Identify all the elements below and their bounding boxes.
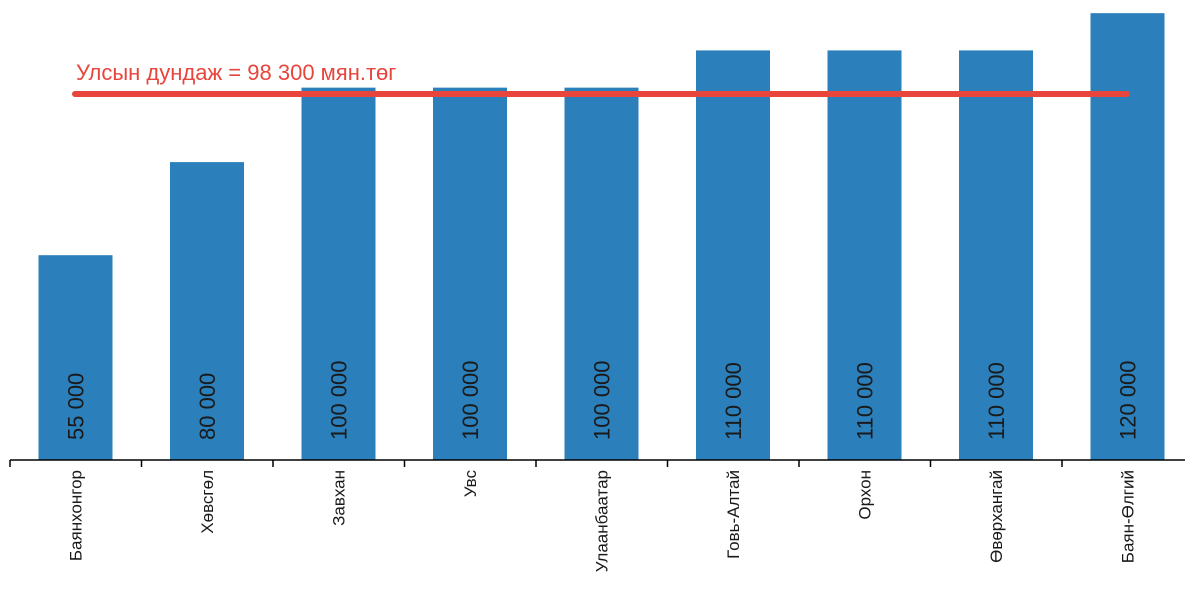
bar-value-label: 110 000 [984, 362, 1009, 440]
bar-value-label: 110 000 [853, 362, 878, 440]
bar [301, 87, 376, 460]
bar [1090, 13, 1165, 460]
bar [433, 87, 507, 460]
bar [38, 255, 113, 460]
bar-value-label: 100 000 [590, 360, 615, 440]
x-tick-label: Баянхонгор [67, 470, 86, 561]
bar [564, 87, 639, 460]
x-tick-label: Увс [461, 470, 480, 498]
x-tick-label: Баян-Өлгий [1119, 470, 1138, 563]
x-tick-label: Завхан [330, 470, 349, 526]
x-tick-label: Орхон [856, 470, 875, 520]
bar [170, 162, 244, 460]
x-tick-label: Улаанбаатар [593, 470, 612, 572]
bar [696, 50, 770, 461]
x-tick-label: Говь-Алтай [724, 470, 743, 559]
bar-value-label: 80 000 [195, 373, 220, 440]
x-axis [9, 459, 1185, 467]
bar-value-label: 110 000 [721, 362, 746, 440]
reference-line-group: Улсын дундаж = 98 300 мян.төг [72, 60, 1130, 97]
category-labels: Баянхонгор Хөвсгөл Завхан Увс Улаанбаатар Гов… [67, 470, 1138, 573]
bar-value-label: 120 000 [1116, 360, 1141, 440]
bar [959, 50, 1033, 461]
bar-value-label: 100 000 [458, 360, 483, 440]
x-tick-label: Хөвсгөл [198, 470, 217, 534]
x-tick-label: Өвөрхангай [987, 470, 1006, 563]
bars-layer: 55 000 80 000 100 000 100 000 100 000 110 000… [38, 13, 1165, 461]
bar [827, 50, 902, 461]
reference-line-label: Улсын дундаж = 98 300 мян.төг [76, 60, 396, 85]
bar-value-label: 100 000 [327, 360, 352, 440]
bar-value-label: 55 000 [64, 373, 89, 440]
